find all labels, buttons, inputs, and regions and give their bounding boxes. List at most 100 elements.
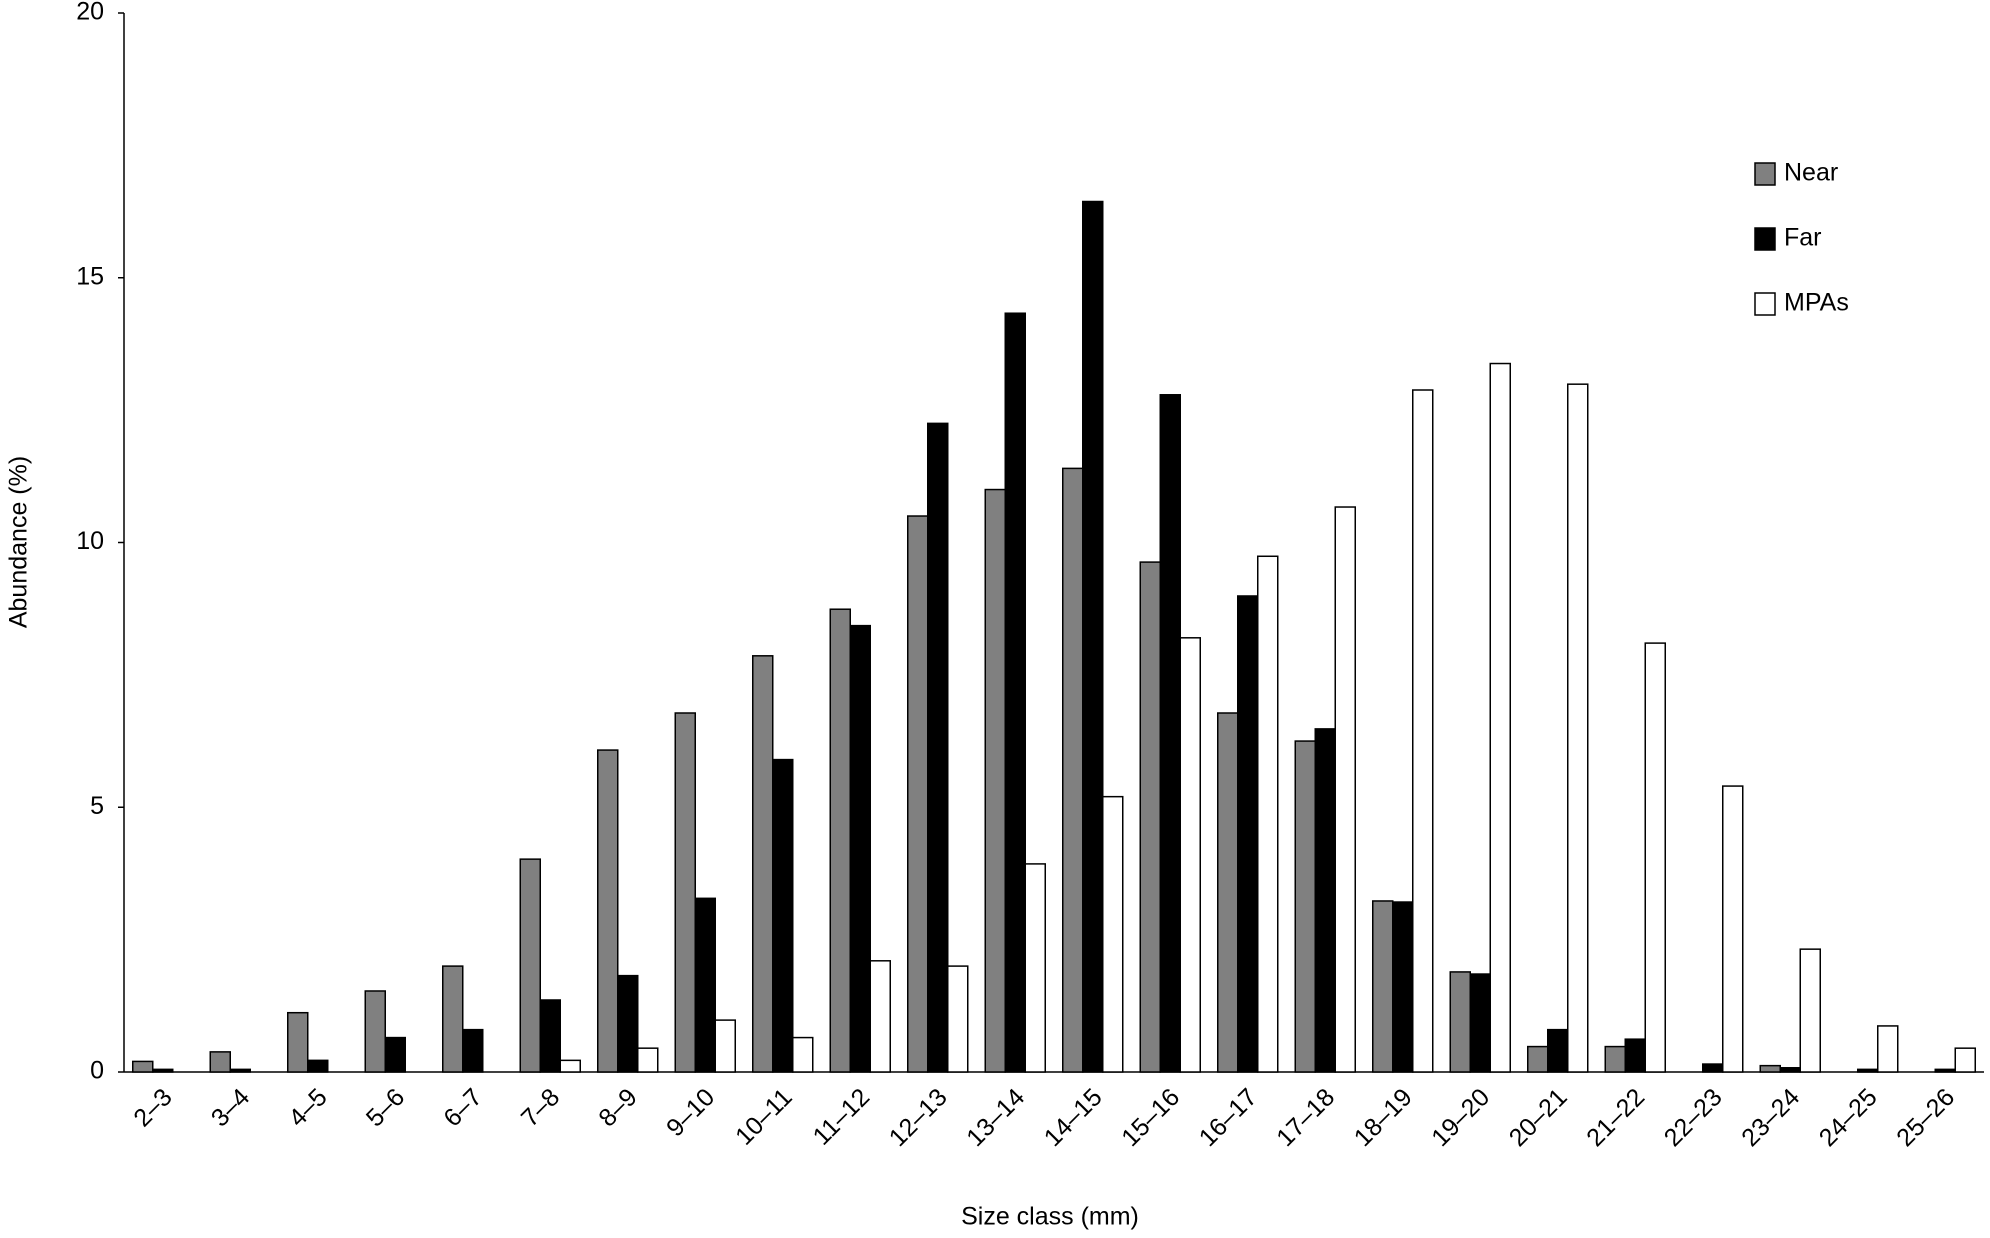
x-tick-label: 19–20: [1426, 1083, 1495, 1152]
bar: [1857, 1068, 1879, 1073]
x-tick-label: 24–25: [1814, 1083, 1883, 1152]
bar: [772, 758, 794, 1073]
x-tick-label: 7–8: [516, 1083, 565, 1132]
x-tick-label: 23–24: [1736, 1083, 1805, 1152]
bar: [1604, 1045, 1626, 1073]
bar: [1004, 312, 1026, 1073]
x-tick-label: 21–22: [1581, 1083, 1650, 1152]
bar: [947, 965, 969, 1073]
bar: [714, 1019, 736, 1073]
bar: [1237, 595, 1259, 1073]
bar: [229, 1068, 251, 1073]
bar: [152, 1068, 174, 1073]
bar: [694, 897, 716, 1073]
bar: [1759, 1064, 1781, 1073]
bar: [1024, 863, 1046, 1073]
bar: [132, 1060, 154, 1073]
bar: [1102, 795, 1124, 1073]
legend-swatch: [1754, 162, 1776, 186]
bar: [442, 965, 464, 1073]
x-tick-label: 10–11: [730, 1083, 798, 1151]
legend-label: MPAs: [1784, 289, 1849, 317]
x-tick-label: 22–23: [1659, 1083, 1728, 1152]
bar: [1217, 712, 1239, 1073]
bar: [637, 1047, 659, 1073]
bar: [1159, 394, 1181, 1073]
x-tick-label: 25–26: [1891, 1083, 1960, 1152]
x-tick-label: 12–13: [884, 1083, 953, 1152]
bar: [1934, 1068, 1956, 1073]
bar: [597, 749, 619, 1073]
legend-label: Far: [1784, 224, 1822, 252]
bar: [1644, 642, 1666, 1073]
bar: [1877, 1025, 1899, 1073]
x-tick-label: 15–16: [1116, 1083, 1185, 1152]
bar: [1082, 200, 1104, 1073]
bar: [307, 1059, 329, 1073]
bar: [869, 960, 891, 1073]
x-tick-label: 14–15: [1039, 1083, 1108, 1152]
bar: [1139, 561, 1161, 1073]
bar: [1449, 971, 1471, 1073]
bar: [519, 858, 541, 1073]
y-axis-label: Abundance (%): [5, 456, 33, 628]
bar: [1722, 785, 1744, 1073]
x-tick-label: 9–10: [661, 1083, 720, 1142]
bar: [907, 515, 929, 1073]
bar: [384, 1036, 406, 1073]
legend-swatch: [1754, 227, 1776, 251]
x-tick-label: 18–19: [1349, 1083, 1418, 1152]
bar: [752, 655, 774, 1073]
bar: [1527, 1045, 1549, 1073]
bar: [539, 999, 561, 1073]
bar: [287, 1011, 309, 1073]
bar: [1412, 389, 1434, 1073]
x-tick-label: 3–4: [206, 1083, 255, 1132]
bar: [1624, 1038, 1646, 1073]
bar: [1547, 1028, 1569, 1073]
bar: [1314, 728, 1336, 1073]
bar: [984, 488, 1006, 1073]
x-tick-label: 5–6: [361, 1083, 410, 1132]
bar: [674, 712, 696, 1073]
bar: [849, 624, 871, 1073]
y-tick-label: 10: [76, 527, 104, 555]
x-tick-label: 13–14: [961, 1083, 1030, 1152]
bar: [1489, 362, 1511, 1073]
bar: [1062, 467, 1084, 1073]
x-tick-label: 4–5: [283, 1083, 332, 1132]
bar: [1799, 948, 1821, 1073]
bar: [462, 1028, 484, 1073]
bar: [1294, 740, 1316, 1073]
bar: [1702, 1063, 1724, 1073]
x-tick-label: 20–21: [1504, 1083, 1573, 1152]
x-tick-label: 11–12: [808, 1083, 876, 1151]
bar: [1469, 973, 1491, 1073]
x-tick-label: 17–18: [1271, 1083, 1340, 1152]
bar: [1179, 637, 1201, 1073]
bar: [1567, 383, 1589, 1073]
bar: [1372, 900, 1394, 1073]
legend-label: Near: [1784, 159, 1838, 187]
bar: [1334, 506, 1356, 1073]
x-tick-label: 2–3: [128, 1083, 177, 1132]
x-tick-label: 6–7: [438, 1083, 487, 1132]
bar: [927, 422, 949, 1073]
y-tick-label: 15: [76, 262, 104, 290]
bar: [209, 1051, 231, 1073]
y-tick-label: 5: [90, 792, 104, 820]
bar: [1392, 901, 1414, 1073]
x-tick-label: 8–9: [593, 1083, 642, 1132]
bar: [559, 1059, 581, 1073]
bar: [792, 1036, 814, 1073]
bar: [1779, 1067, 1801, 1073]
bar: [617, 974, 639, 1073]
x-axis-label: Size class (mm): [961, 1203, 1139, 1231]
x-tick-label: 16–17: [1194, 1083, 1263, 1152]
bar: [1954, 1047, 1976, 1073]
y-tick-label: 20: [76, 0, 104, 26]
bar: [364, 990, 386, 1073]
bar: [1257, 555, 1279, 1073]
y-tick-label: 0: [90, 1057, 104, 1085]
